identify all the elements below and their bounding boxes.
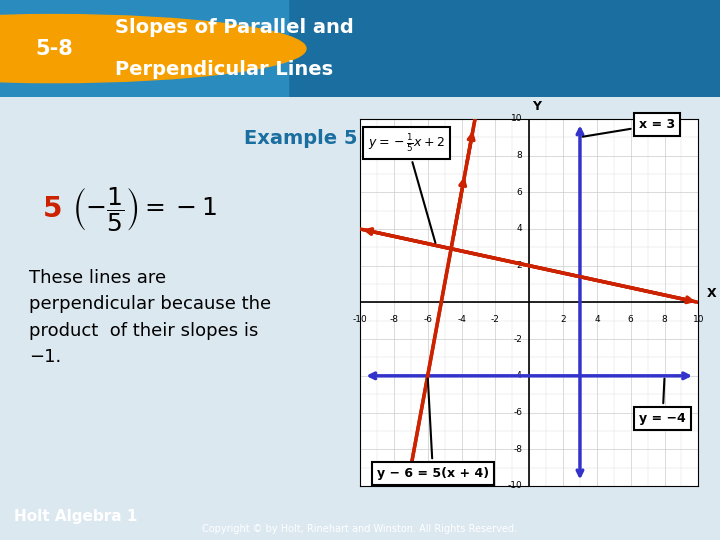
Bar <box>0 0 288 97</box>
Bar <box>288 0 720 97</box>
Text: -8: -8 <box>513 445 523 454</box>
Text: -2: -2 <box>513 335 523 343</box>
Text: $\left(-\dfrac{1}{5}\right) = -1$: $\left(-\dfrac{1}{5}\right) = -1$ <box>72 185 217 233</box>
Text: Holt Algebra 1: Holt Algebra 1 <box>14 509 138 524</box>
Text: -4: -4 <box>457 315 466 324</box>
Text: 10: 10 <box>693 315 704 324</box>
Text: -4: -4 <box>513 372 523 380</box>
Text: Copyright © by Holt, Rinehart and Winston. All Rights Reserved.: Copyright © by Holt, Rinehart and Winsto… <box>202 524 518 534</box>
Text: X: X <box>707 287 716 300</box>
Text: y − 6 = 5(x + 4): y − 6 = 5(x + 4) <box>377 379 489 480</box>
Text: Perpendicular Lines: Perpendicular Lines <box>115 60 333 79</box>
Text: 10: 10 <box>511 114 523 123</box>
Text: y = −4: y = −4 <box>639 379 686 425</box>
Text: -2: -2 <box>491 315 500 324</box>
Text: 2: 2 <box>517 261 523 270</box>
Text: 6: 6 <box>628 315 634 324</box>
Text: 4: 4 <box>517 225 523 233</box>
Text: -6: -6 <box>513 408 523 417</box>
Text: Slopes of Parallel and: Slopes of Parallel and <box>115 18 354 37</box>
Text: Example 5 Continued: Example 5 Continued <box>243 129 477 148</box>
Text: 6: 6 <box>517 188 523 197</box>
Text: $y = -\frac{1}{5}x + 2$: $y = -\frac{1}{5}x + 2$ <box>369 132 446 243</box>
Text: These lines are
perpendicular because the
product  of their slopes is
−1.: These lines are perpendicular because th… <box>29 269 271 366</box>
Text: -8: -8 <box>390 315 398 324</box>
Text: 4: 4 <box>594 315 600 324</box>
Text: -6: -6 <box>423 315 432 324</box>
Circle shape <box>0 15 306 83</box>
Text: x = 3: x = 3 <box>582 118 675 137</box>
Text: Y: Y <box>533 99 541 113</box>
Text: 8: 8 <box>662 315 667 324</box>
Text: -10: -10 <box>353 315 367 324</box>
Text: -10: -10 <box>508 482 523 490</box>
Text: 5-8: 5-8 <box>35 38 73 59</box>
Text: 8: 8 <box>517 151 523 160</box>
Text: 2: 2 <box>560 315 566 324</box>
Text: 5: 5 <box>43 195 63 223</box>
